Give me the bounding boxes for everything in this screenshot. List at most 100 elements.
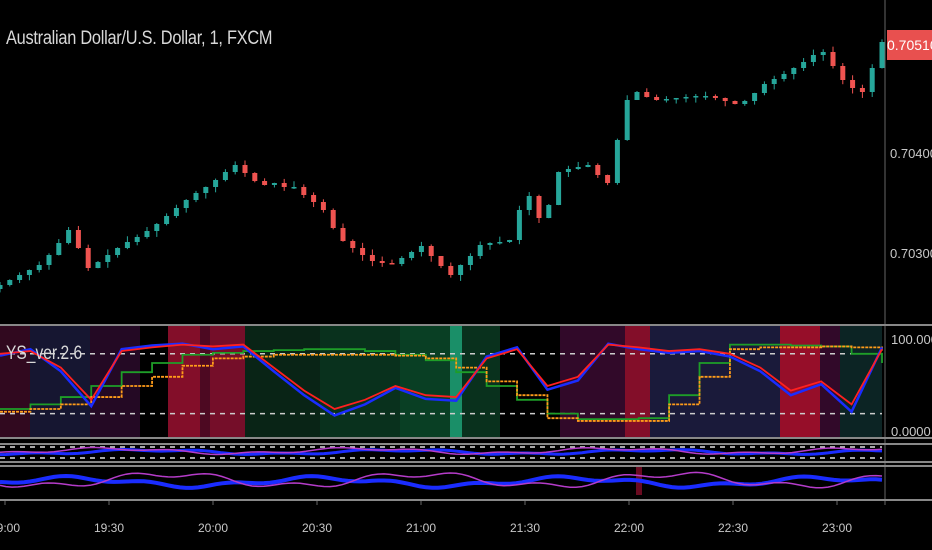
candle-body xyxy=(428,246,434,256)
time-tick: 20:30 xyxy=(301,521,333,535)
candle-body xyxy=(820,52,826,55)
time-tick: 22:00 xyxy=(613,521,645,535)
candle-body xyxy=(614,140,620,183)
candle-body xyxy=(222,172,228,180)
candle-body xyxy=(311,195,317,202)
candle-body xyxy=(36,265,42,270)
symbol-title: Australian Dollar/U.S. Dollar, 1, FXCM xyxy=(6,28,273,49)
candle-body xyxy=(85,248,91,268)
candle-body xyxy=(340,228,346,241)
candle-body xyxy=(869,68,875,92)
indicator-max-tick: 100.0000 xyxy=(891,332,932,347)
candle-body xyxy=(546,205,552,218)
candle-body xyxy=(164,216,170,224)
candle-body xyxy=(497,242,503,244)
candle-body xyxy=(232,165,238,172)
candle-body xyxy=(301,187,307,195)
signal-shading xyxy=(320,326,400,438)
candle-body xyxy=(761,84,767,93)
candle-body xyxy=(840,66,846,80)
candle-body xyxy=(291,187,297,189)
indicator-name: YS_ver.2.6 xyxy=(6,343,83,364)
candle-body xyxy=(448,266,454,275)
candle-body xyxy=(830,52,836,66)
indicator-line-red xyxy=(0,343,883,410)
candle-body xyxy=(722,98,728,101)
candle-body xyxy=(56,243,62,255)
time-tick: 22:30 xyxy=(717,521,749,535)
sub-line-blue xyxy=(0,473,883,490)
candle-body xyxy=(654,97,660,100)
candle-body xyxy=(879,42,885,68)
candle-body xyxy=(75,230,81,248)
time-tick: 21:00 xyxy=(405,521,437,535)
candle-body xyxy=(124,242,130,248)
candle-body xyxy=(624,100,630,140)
time-tick: 19:30 xyxy=(93,521,125,535)
candle-body xyxy=(605,175,611,183)
price-tick: 0.70300 xyxy=(890,246,932,261)
indicator-line-orange xyxy=(0,345,883,422)
signal-shading xyxy=(450,326,462,438)
candle-body xyxy=(673,98,679,100)
candle-body xyxy=(752,93,758,101)
candle-body xyxy=(330,210,336,228)
candle-body xyxy=(26,270,32,275)
candle-body xyxy=(742,101,748,104)
candle-body xyxy=(66,230,72,243)
candle-body xyxy=(595,165,601,175)
candle-body xyxy=(712,96,718,98)
time-tick: 21:30 xyxy=(509,521,541,535)
candle-body xyxy=(771,79,777,84)
candle-body xyxy=(7,280,13,285)
candle-body xyxy=(683,97,689,99)
signal-shading xyxy=(245,326,320,438)
signal-shading xyxy=(90,326,140,438)
candle-body xyxy=(565,169,571,172)
candle-body xyxy=(791,68,797,74)
signal-shading xyxy=(210,326,245,438)
candle-body xyxy=(95,262,101,268)
signal-shading xyxy=(780,326,820,438)
candle-body xyxy=(850,80,856,88)
candle-body xyxy=(173,208,179,216)
candle-body xyxy=(810,55,816,62)
candle-body xyxy=(399,258,405,264)
candle-body xyxy=(281,183,287,187)
candle-body xyxy=(271,183,277,185)
candle-body xyxy=(732,101,738,104)
candle-body xyxy=(801,62,807,68)
candle-body xyxy=(0,285,3,289)
candle-body xyxy=(703,96,709,98)
candle-body xyxy=(379,261,385,263)
candle-body xyxy=(115,248,121,255)
candle-body xyxy=(17,275,23,280)
candle-body xyxy=(46,255,52,265)
candle-body xyxy=(213,180,219,187)
candle-body xyxy=(262,181,268,185)
candle-body xyxy=(242,165,248,173)
candle-body xyxy=(183,200,189,208)
candle-body xyxy=(781,74,787,79)
sub-line-magenta xyxy=(0,446,883,456)
indicator-line-blue xyxy=(0,342,884,417)
signal-shading xyxy=(840,326,882,438)
candle-body xyxy=(154,224,160,231)
indicator-line-green xyxy=(0,343,883,421)
candle-body xyxy=(536,196,542,218)
candle-body xyxy=(507,240,513,242)
signal-shading xyxy=(30,326,90,438)
time-tick: 23:00 xyxy=(821,521,853,535)
candle-body xyxy=(193,193,199,200)
candle-body xyxy=(438,256,444,266)
signal-shading xyxy=(0,326,30,438)
candle-body xyxy=(575,167,581,169)
candle-body xyxy=(134,237,140,242)
candle-body xyxy=(477,245,483,256)
time-tick: 20:00 xyxy=(197,521,229,535)
candle-body xyxy=(105,255,111,262)
candle-body xyxy=(458,265,464,275)
